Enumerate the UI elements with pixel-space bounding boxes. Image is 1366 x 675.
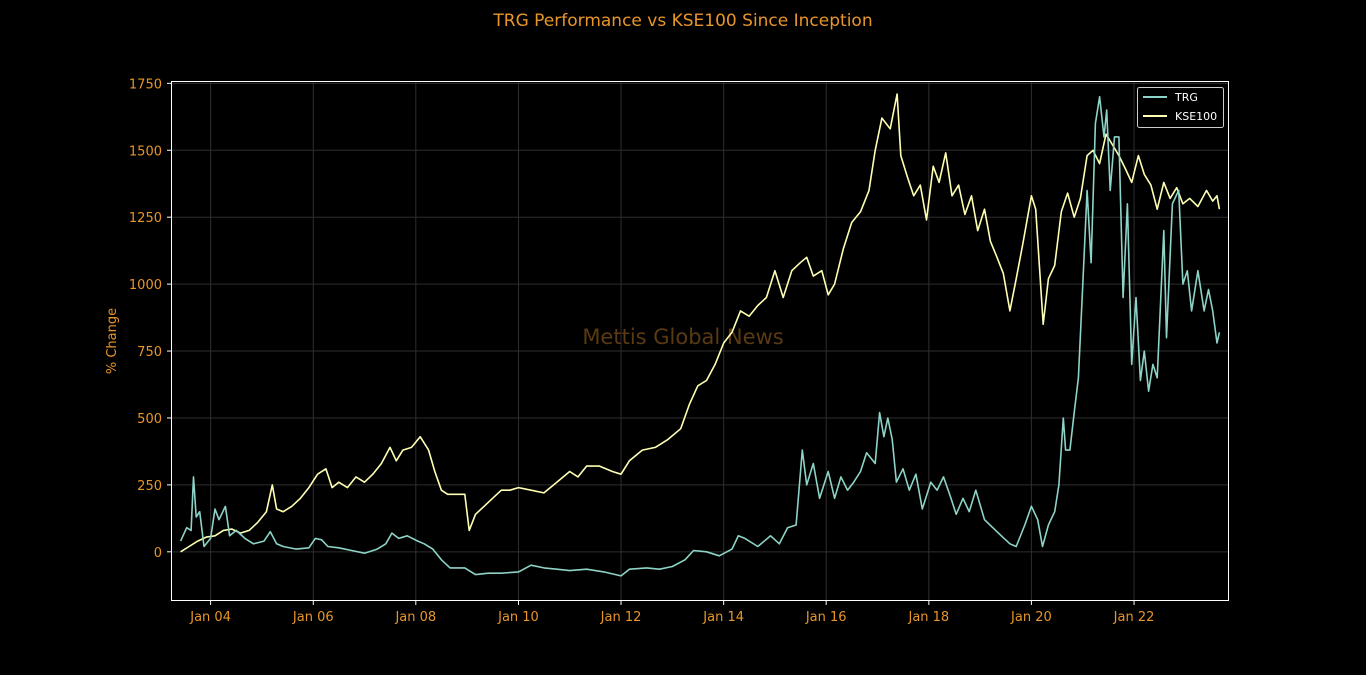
x-tick-label: Jan 08 [394,610,436,625]
x-tick-label: Jan 06 [292,610,334,625]
series-line-kse100 [180,93,1221,553]
y-tick-label: 750 [137,345,162,360]
x-tick-label: Jan 04 [189,610,231,625]
y-tick-label: 1000 [129,278,162,293]
x-tick-label: Jan 18 [907,610,949,625]
series-lines [179,93,1221,577]
y-tick-label: 1750 [129,77,162,92]
x-tick-label: Jan 20 [1010,610,1052,625]
x-tick-label: Jan 14 [702,610,744,625]
grid [172,82,1228,600]
x-tick-label: Jan 16 [805,610,847,625]
x-tick-label: Jan 22 [1113,610,1155,625]
legend-label-trg: TRG [1174,91,1198,104]
y-tick-label: 1250 [129,211,162,226]
x-tick-label: Jan 12 [600,610,642,625]
y-axis-label: % Change [105,308,120,374]
plot-frame [171,81,1229,601]
y-tick-label: 250 [137,479,162,494]
x-axis: Jan 04 Jan 06 Jan 08 Jan 10 Jan 12 Jan 14 Jan … [189,600,1154,625]
y-tick-label: 500 [137,412,162,427]
y-axis: 0 250 500 750 1000 1250 1500 1750 [129,77,172,561]
y-tick-label: 0 [154,546,162,561]
chart-title: TRG Performance vs KSE100 Since Inceptio… [493,11,873,31]
y-tick-label: 1500 [129,144,162,159]
legend: TRG KSE100 [1137,87,1224,128]
watermark: Mettis Global News [582,325,783,349]
series-line-trg [179,95,1221,577]
x-tick-label: Jan 10 [497,610,539,625]
legend-label-kse100: KSE100 [1175,110,1217,123]
